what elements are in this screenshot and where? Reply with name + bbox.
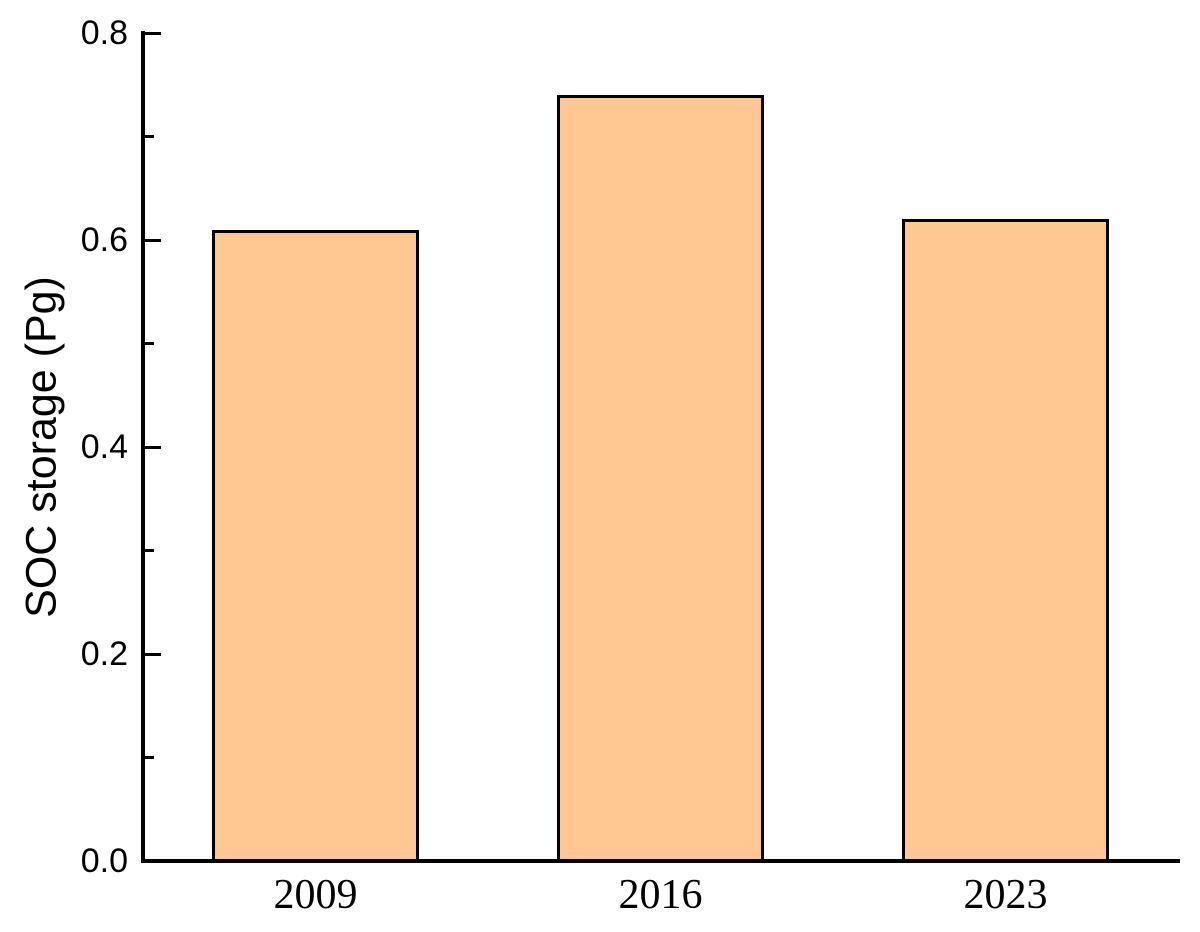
y-tick-minor [145, 135, 154, 138]
y-tick-major [145, 238, 161, 242]
bar-2016 [557, 95, 764, 863]
x-tick-label-2023: 2023 [963, 872, 1048, 918]
y-tick-major [145, 31, 161, 35]
x-axis-line [141, 859, 1180, 863]
y-axis-line [141, 31, 145, 863]
bar-2009 [212, 229, 419, 863]
bar-2023 [902, 219, 1109, 863]
y-tick-label: 0.0 [80, 842, 128, 880]
y-tick-minor [145, 342, 154, 345]
x-tick-label-2016: 2016 [618, 872, 703, 918]
y-tick-label: 0.6 [80, 221, 128, 259]
y-tick-minor [145, 756, 154, 759]
x-tick-label-2009: 2009 [273, 872, 358, 918]
y-tick-major [145, 445, 161, 449]
y-tick-label: 0.8 [80, 14, 128, 52]
y-tick-label: 0.2 [80, 635, 128, 673]
y-tick-major [145, 652, 161, 656]
y-tick-label: 0.4 [80, 428, 128, 466]
y-tick-minor [145, 549, 154, 552]
